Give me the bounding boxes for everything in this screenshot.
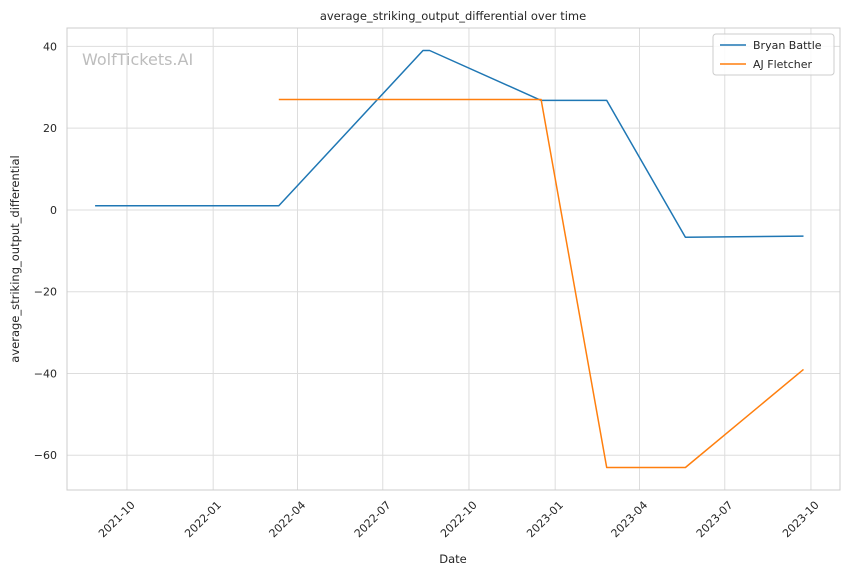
chart-title: average_striking_output_differential ove…	[320, 9, 586, 23]
x-tick-label: 2023-01	[524, 499, 566, 541]
x-tick-label: 2022-07	[352, 499, 394, 541]
x-tick-label: 2022-10	[438, 499, 480, 541]
legend: Bryan Battle AJ Fletcher	[712, 33, 835, 76]
grid-lines	[67, 28, 840, 490]
y-tick-label: 40	[43, 40, 57, 53]
x-tick-label: 2021-10	[96, 499, 138, 541]
series-lines	[95, 49, 804, 469]
y-tick-label: 0	[50, 204, 57, 217]
x-tick-label: 2023-10	[780, 499, 822, 541]
legend-label: AJ Fletcher	[753, 58, 813, 71]
y-axis-label: average_striking_output_differential	[8, 155, 22, 362]
x-tick-label: 2023-07	[694, 499, 736, 541]
x-tick-label: 2023-04	[609, 499, 651, 541]
y-tick-labels: 40 20 0 −20 −40 −60	[34, 40, 57, 462]
y-tick-label: −40	[34, 367, 57, 380]
y-tick-label: −60	[34, 449, 57, 462]
legend-label: Bryan Battle	[753, 39, 822, 52]
watermark-text: WolfTickets.AI	[82, 50, 193, 69]
y-tick-label: 20	[43, 122, 57, 135]
x-tick-label: 2022-04	[267, 499, 309, 541]
x-axis-label: Date	[439, 552, 467, 566]
x-tick-labels: 2021-10 2022-01 2022-04 2022-07 2022-10 2023-…	[96, 499, 822, 541]
series-line-aj-fletcher	[278, 98, 804, 469]
series-line-bryan-battle	[95, 49, 804, 239]
plot-area	[66, 27, 841, 491]
y-tick-label: −20	[34, 286, 57, 299]
x-tick-label: 2022-01	[182, 499, 224, 541]
